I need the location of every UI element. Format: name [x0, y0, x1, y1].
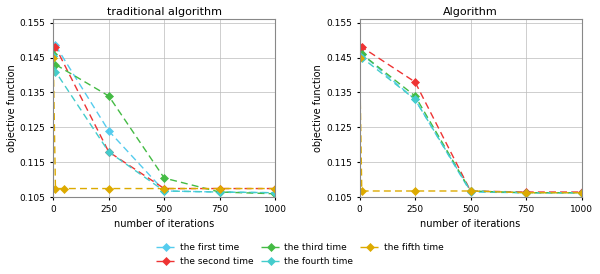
X-axis label: number of iterations: number of iterations — [421, 219, 521, 229]
X-axis label: number of iterations: number of iterations — [114, 219, 214, 229]
Y-axis label: objective function: objective function — [313, 64, 323, 152]
Title: Algorithm: Algorithm — [443, 7, 498, 17]
Y-axis label: objective function: objective function — [7, 64, 17, 152]
Legend: the first time, the second time, the third time, the fourth time, the fifth time: the first time, the second time, the thi… — [153, 240, 447, 270]
Title: traditional algorithm: traditional algorithm — [107, 7, 222, 17]
